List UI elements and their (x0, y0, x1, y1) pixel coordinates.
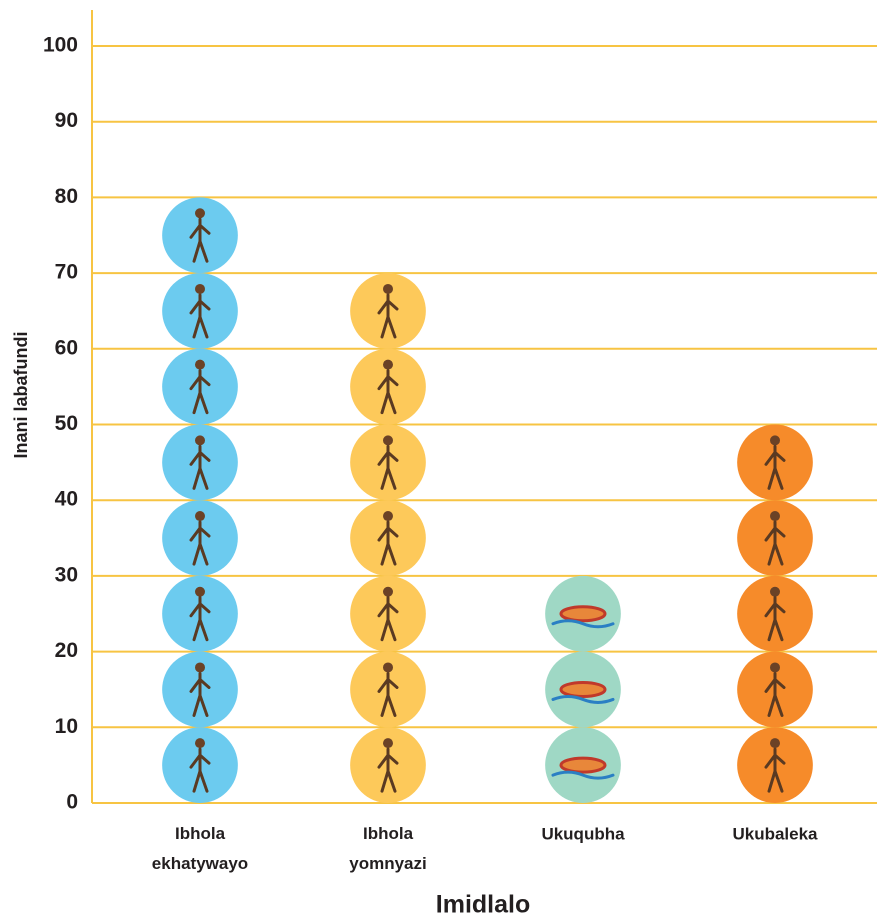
figure (377, 359, 399, 415)
body (377, 369, 399, 415)
y-tick-label: 70 (55, 261, 78, 284)
y-tick-label: 40 (55, 488, 78, 511)
figure (377, 435, 399, 490)
pictogram-column (545, 575, 621, 804)
figure (189, 662, 211, 717)
body (377, 444, 399, 490)
body (377, 596, 399, 642)
pictogram-column (350, 273, 426, 804)
head (383, 511, 393, 522)
x-axis-title: Imidlalo (436, 891, 530, 919)
y-axis-title: Inani labafundi (11, 331, 31, 458)
y-tick-label: 10 (55, 715, 78, 738)
head (770, 738, 780, 749)
head (195, 283, 205, 294)
swimmer (559, 756, 607, 774)
figure (377, 511, 399, 566)
head (770, 662, 780, 673)
figure (189, 738, 211, 793)
body (377, 671, 399, 717)
body (189, 671, 211, 717)
body (189, 444, 211, 490)
body (764, 520, 786, 566)
figure (551, 756, 615, 780)
head (383, 738, 393, 749)
body (377, 747, 399, 793)
body (189, 596, 211, 642)
head (195, 511, 205, 522)
pictogram-column (737, 424, 813, 804)
y-tick-label: 90 (55, 109, 78, 132)
head (383, 662, 393, 673)
swimmer (559, 605, 607, 623)
body (764, 671, 786, 717)
head (195, 208, 205, 219)
body (377, 293, 399, 339)
y-tick-label: 0 (66, 791, 78, 814)
water (551, 619, 615, 629)
y-tick-label: 30 (55, 563, 78, 586)
x-tick-label: Ukubaleka (732, 824, 818, 843)
head (383, 586, 393, 597)
body (377, 520, 399, 566)
figure (764, 662, 786, 717)
figure (189, 511, 211, 566)
body (189, 217, 211, 263)
figure (764, 435, 786, 490)
head (383, 359, 393, 370)
figure (189, 359, 211, 415)
water (551, 694, 615, 704)
y-tick-label: 100 (43, 34, 78, 57)
figure (377, 738, 399, 793)
body (764, 596, 786, 642)
body (189, 747, 211, 793)
figure (551, 605, 615, 629)
head (195, 586, 205, 597)
head (770, 586, 780, 597)
head (770, 435, 780, 446)
x-tick-label: Ukuqubha (541, 824, 625, 843)
figure (189, 435, 211, 490)
figure (377, 586, 399, 642)
figure (764, 511, 786, 566)
figure (764, 586, 786, 642)
head (383, 435, 393, 446)
body (764, 747, 786, 793)
y-tick-label: 20 (55, 639, 78, 662)
head (195, 435, 205, 446)
figure (189, 283, 211, 339)
y-tick-label: 60 (55, 336, 78, 359)
body (189, 369, 211, 415)
y-tick-label: 80 (55, 185, 78, 208)
x-tick-label: Ibhola ekhatywayo (152, 824, 248, 873)
x-tick-label: Ibhola yomnyazi (349, 824, 426, 873)
y-tick-label: 50 (55, 412, 78, 435)
figure (189, 586, 211, 642)
water (551, 770, 615, 780)
head (195, 662, 205, 673)
body (189, 293, 211, 339)
head (770, 511, 780, 522)
figure (377, 662, 399, 717)
head (383, 283, 393, 294)
body (189, 520, 211, 566)
pictogram-column (162, 197, 238, 804)
figure (551, 680, 615, 704)
head (195, 359, 205, 370)
swimmer (559, 680, 607, 698)
body (764, 444, 786, 490)
head (195, 738, 205, 749)
figure (764, 738, 786, 793)
figure (377, 283, 399, 339)
figure (189, 208, 211, 263)
